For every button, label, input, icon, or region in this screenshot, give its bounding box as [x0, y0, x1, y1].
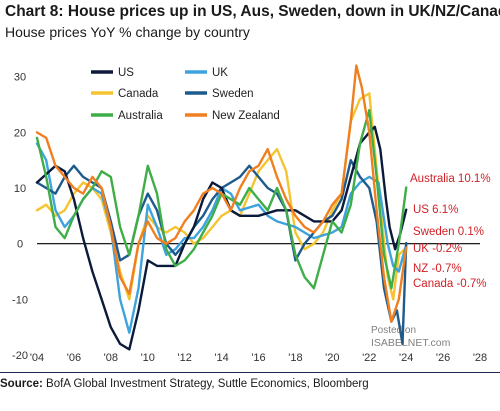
annotation-label: NZ -0.7% [413, 263, 462, 275]
x-tick-label: '08 [104, 352, 118, 364]
legend-label: New Zealand [212, 110, 280, 122]
y-tick-label: 0 [17, 239, 23, 251]
y-tick-label: -10 [12, 294, 28, 306]
x-tick-label: '28 [473, 352, 487, 364]
legend-label: Sweden [212, 88, 254, 100]
series-line-uk [35, 142, 408, 334]
series-line-us [35, 125, 408, 351]
annotation-label: Canada -0.7% [413, 278, 487, 290]
watermark-line1: Posted on [371, 325, 416, 336]
x-tick-label: '06 [67, 352, 81, 364]
page-title: Chart 8: House prices up in US, Aus, Swe… [5, 3, 500, 20]
watermark-line2: ISABELNET.com [371, 337, 451, 349]
y-tick-label: 20 [14, 127, 26, 139]
y-axis: 30 20 10 0 -10 -20 [12, 72, 28, 362]
x-tick-label: '20 [325, 352, 339, 364]
x-tick-label: '26 [436, 352, 450, 364]
annotation-label: Sweden 0.1% [413, 226, 484, 238]
x-tick-label: '22 [362, 352, 376, 364]
series-lines [35, 64, 408, 351]
legend-label: US [118, 67, 134, 79]
x-tick-label: '12 [177, 352, 191, 364]
series-line-australia [35, 108, 408, 290]
annotation-label: US 6.1% [413, 204, 458, 216]
series-line-new-zealand [35, 64, 408, 323]
series-annotations: Australia 10.1% US 6.1% Sweden 0.1% UK -0.2… [410, 173, 491, 290]
source-footer: Source: BofA Global Investment Strategy,… [0, 372, 500, 390]
annotation-label: UK -0.2% [413, 243, 462, 255]
x-tick-label: '10 [141, 352, 155, 364]
x-tick-label: '18 [288, 352, 302, 364]
annotation-label: Australia 10.1% [410, 173, 491, 185]
page-subtitle: House prices YoY % change by country [5, 24, 250, 40]
legend-label: Canada [118, 88, 159, 100]
source-text: BofA Global Investment Strategy, Suttle … [46, 378, 369, 390]
x-axis: '04 '06 '08 '10 '12 '14 '16 '18 '20 '22 '24 '26 '28 [30, 352, 487, 364]
line-chart: 30 20 10 0 -10 -20 '04 '06 '08 '10 '12 '14 '16 '18 '2… [12, 64, 491, 364]
legend-label: UK [212, 67, 228, 79]
y-tick-label: -20 [12, 350, 28, 362]
x-tick-label: '24 [399, 352, 413, 364]
source-label: Source: [0, 378, 43, 390]
legend: US UK Canada Sweden Australia New Zealand [91, 67, 280, 122]
x-tick-label: '16 [251, 352, 265, 364]
legend-label: Australia [118, 110, 163, 122]
watermark: Posted on ISABELNET.com [371, 325, 451, 349]
y-tick-label: 10 [14, 183, 26, 195]
x-tick-label: '14 [214, 352, 228, 364]
x-tick-label: '04 [30, 352, 44, 364]
y-tick-label: 30 [14, 72, 26, 84]
